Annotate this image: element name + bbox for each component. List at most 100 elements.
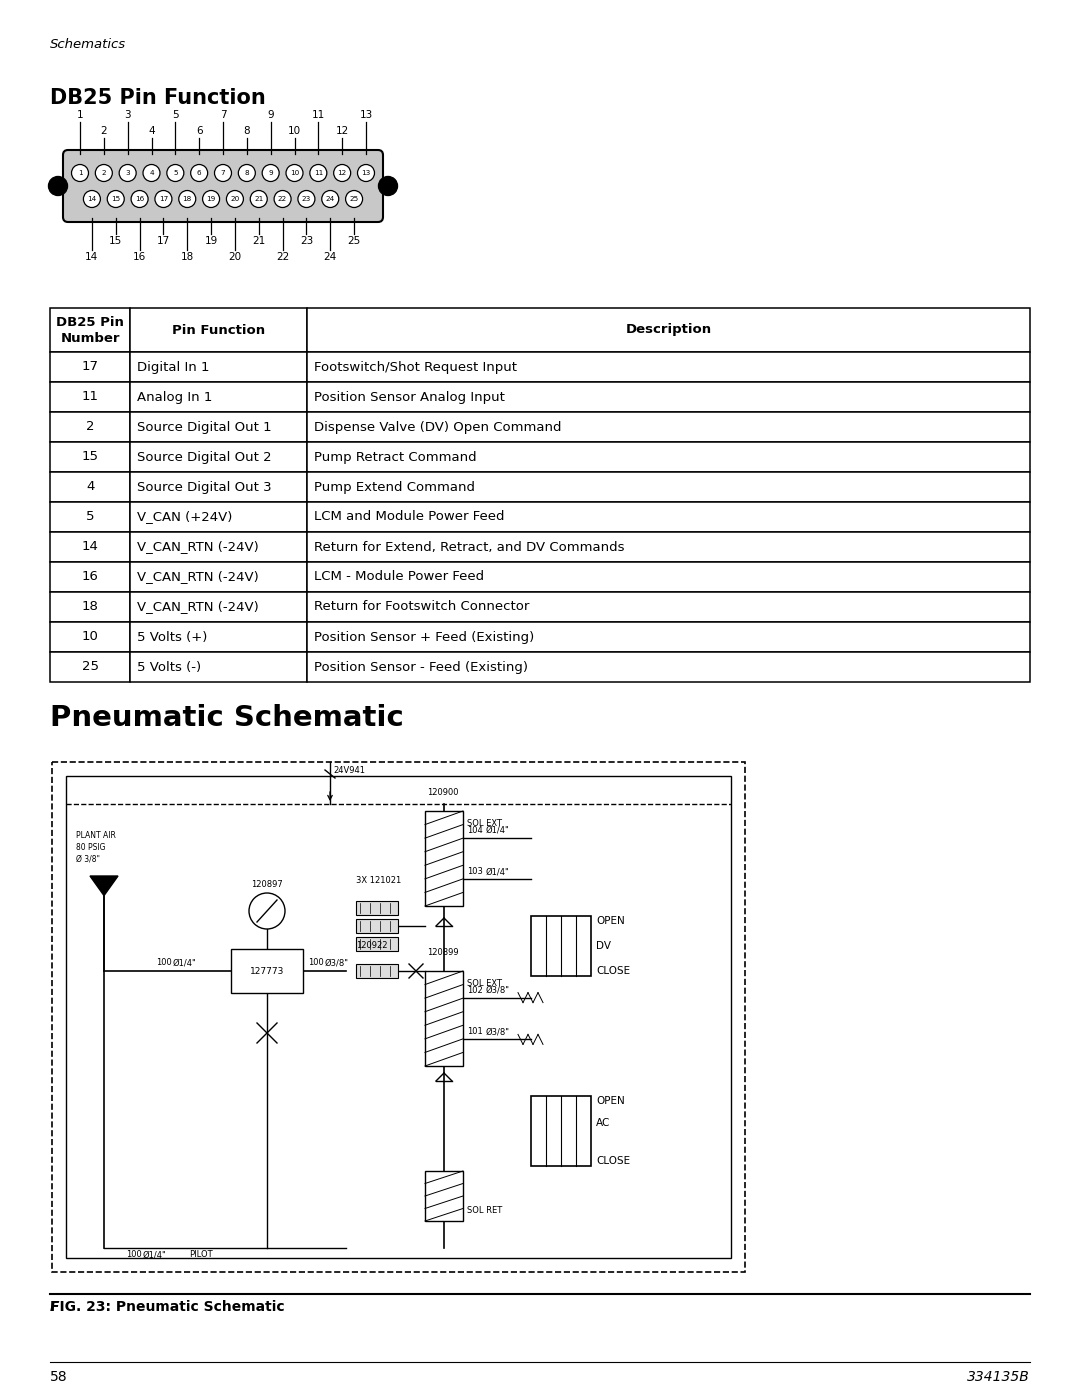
Text: Ø1/4": Ø1/4": [486, 868, 510, 876]
Text: Description: Description: [625, 324, 712, 337]
Bar: [131, 562, 307, 592]
Text: 102: 102: [467, 986, 483, 995]
Text: CLOSE: CLOSE: [596, 1155, 630, 1166]
Circle shape: [143, 165, 160, 182]
Bar: [50, 412, 131, 441]
Text: 15: 15: [82, 450, 98, 464]
Text: Pump Retract Command: Pump Retract Command: [314, 450, 476, 464]
Circle shape: [215, 165, 231, 182]
Text: 120899: 120899: [427, 949, 459, 957]
Circle shape: [191, 165, 207, 182]
Circle shape: [131, 190, 148, 208]
Text: 9: 9: [268, 110, 274, 120]
Text: 22: 22: [276, 251, 289, 263]
Text: DV: DV: [596, 942, 611, 951]
Text: Analog In 1: Analog In 1: [137, 391, 213, 404]
Text: 4: 4: [149, 170, 153, 176]
Text: Schematics: Schematics: [50, 38, 126, 52]
Text: Ø1/4": Ø1/4": [173, 958, 197, 967]
Bar: [66, 775, 731, 1259]
Text: Pneumatic Schematic: Pneumatic Schematic: [50, 704, 404, 732]
Text: Dispense Valve (DV) Open Command: Dispense Valve (DV) Open Command: [314, 420, 562, 433]
Circle shape: [274, 190, 292, 208]
Text: 104: 104: [467, 826, 483, 834]
Polygon shape: [90, 876, 118, 895]
Text: Return for Extend, Retract, and DV Commands: Return for Extend, Retract, and DV Comma…: [314, 541, 624, 553]
Text: 25: 25: [82, 661, 98, 673]
Circle shape: [346, 190, 363, 208]
Text: 18: 18: [183, 196, 192, 203]
Text: 3X 121021: 3X 121021: [356, 876, 402, 886]
Bar: [307, 352, 1030, 381]
Circle shape: [49, 176, 67, 196]
Text: 16: 16: [82, 570, 98, 584]
Text: Source Digital Out 2: Source Digital Out 2: [137, 450, 272, 464]
Text: CLOSE: CLOSE: [596, 965, 630, 977]
Text: 10: 10: [289, 170, 299, 176]
Text: 11: 11: [313, 170, 323, 176]
Circle shape: [378, 176, 397, 196]
Bar: [307, 562, 1030, 592]
Text: Ø3/8": Ø3/8": [325, 958, 349, 967]
Circle shape: [322, 190, 339, 208]
Text: Ø3/8": Ø3/8": [486, 986, 510, 995]
Text: 20: 20: [228, 251, 242, 263]
Bar: [50, 307, 131, 352]
Bar: [356, 919, 399, 933]
Text: Source Digital Out 1: Source Digital Out 1: [137, 420, 272, 433]
Text: 100: 100: [308, 958, 324, 967]
Text: Number: Number: [60, 332, 120, 345]
Bar: [131, 532, 307, 562]
Circle shape: [119, 165, 136, 182]
Text: 5 Volts (-): 5 Volts (-): [137, 661, 202, 673]
Text: V_CAN (+24V): V_CAN (+24V): [137, 510, 232, 524]
Text: Ø1/4": Ø1/4": [486, 826, 510, 834]
Text: Pin Function: Pin Function: [172, 324, 265, 337]
Bar: [307, 412, 1030, 441]
Text: 100: 100: [126, 1250, 141, 1259]
Bar: [231, 949, 303, 993]
Bar: [50, 441, 131, 472]
Text: 20: 20: [230, 196, 240, 203]
Bar: [50, 592, 131, 622]
Text: Position Sensor Analog Input: Position Sensor Analog Input: [314, 391, 504, 404]
Bar: [531, 1097, 591, 1166]
Text: 19: 19: [206, 196, 216, 203]
Text: 17: 17: [157, 236, 170, 246]
Text: 100: 100: [156, 958, 172, 967]
Text: 12: 12: [336, 126, 349, 136]
Text: DB25 Pin: DB25 Pin: [56, 316, 124, 330]
Circle shape: [310, 165, 327, 182]
Bar: [131, 472, 307, 502]
Text: 10: 10: [82, 630, 98, 644]
Text: V_CAN_RTN (-24V): V_CAN_RTN (-24V): [137, 601, 259, 613]
Text: PLANT AIR
80 PSIG
Ø 3/8": PLANT AIR 80 PSIG Ø 3/8": [76, 831, 116, 863]
Text: Position Sensor - Feed (Existing): Position Sensor - Feed (Existing): [314, 661, 528, 673]
Text: 1: 1: [78, 170, 82, 176]
Text: Ø1/4": Ø1/4": [143, 1250, 166, 1259]
FancyBboxPatch shape: [63, 149, 383, 222]
Text: Footswitch/Shot Request Input: Footswitch/Shot Request Input: [314, 360, 516, 373]
Text: 15: 15: [109, 236, 122, 246]
Bar: [307, 472, 1030, 502]
Circle shape: [203, 190, 219, 208]
Text: 2: 2: [86, 420, 94, 433]
Bar: [356, 964, 399, 978]
Text: 11: 11: [82, 391, 98, 404]
Text: SOL EXT: SOL EXT: [467, 979, 502, 988]
Text: Ø3/8": Ø3/8": [486, 1027, 510, 1037]
Text: 16: 16: [133, 251, 146, 263]
Bar: [307, 381, 1030, 412]
Text: 127773: 127773: [249, 967, 284, 975]
Bar: [356, 901, 399, 915]
Text: 24V941: 24V941: [333, 766, 365, 775]
Text: LCM - Module Power Feed: LCM - Module Power Feed: [314, 570, 484, 584]
Circle shape: [71, 165, 89, 182]
Circle shape: [262, 165, 279, 182]
Bar: [307, 307, 1030, 352]
Text: Pump Extend Command: Pump Extend Command: [314, 481, 475, 493]
Circle shape: [239, 165, 255, 182]
Circle shape: [334, 165, 351, 182]
Text: LCM and Module Power Feed: LCM and Module Power Feed: [314, 510, 504, 524]
Text: 5: 5: [173, 170, 177, 176]
